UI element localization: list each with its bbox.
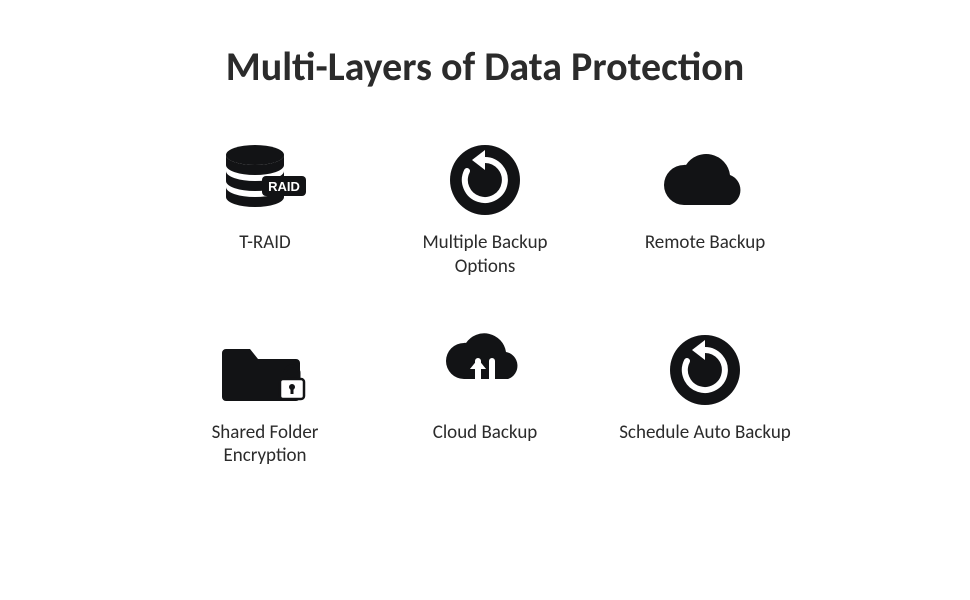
feature-item: Remote Backup [605, 141, 805, 279]
feature-item: Multiple Backup Options [385, 141, 585, 279]
feature-item: Shared Folder Encryption [165, 331, 365, 469]
feature-item: Cloud Backup [385, 331, 585, 469]
raid-disk-icon: RAID [220, 141, 310, 219]
feature-label: Schedule Auto Backup [619, 421, 791, 445]
restore-circle-icon [660, 331, 750, 409]
feature-label: Shared Folder Encryption [175, 421, 355, 469]
feature-item: Schedule Auto Backup [605, 331, 805, 469]
folder-lock-icon [220, 331, 310, 409]
feature-label: Multiple Backup Options [395, 231, 575, 279]
raid-badge-text: RAID [268, 179, 300, 194]
page-title: Multi-Layers of Data Protection [226, 42, 744, 91]
feature-label: T-RAID [239, 231, 290, 255]
feature-item: RAID T-RAID [165, 141, 365, 279]
cloud-icon [660, 141, 750, 219]
feature-label: Cloud Backup [433, 421, 538, 445]
feature-label: Remote Backup [645, 231, 765, 255]
cloud-sync-icon [440, 331, 530, 409]
restore-circle-icon [440, 141, 530, 219]
feature-grid: RAID T-RAID Multiple Backup Options Remo… [165, 141, 805, 468]
